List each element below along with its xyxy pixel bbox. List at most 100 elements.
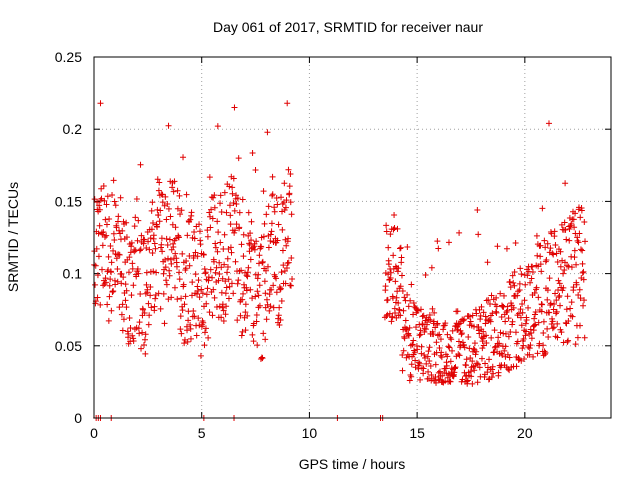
data-point	[119, 327, 126, 334]
data-point	[206, 174, 213, 181]
data-point	[222, 311, 229, 318]
data-point	[242, 309, 249, 316]
data-point	[204, 285, 211, 292]
data-point	[95, 253, 102, 260]
data-point	[531, 322, 538, 329]
data-point	[417, 331, 424, 338]
data-point	[571, 254, 578, 261]
data-point	[287, 199, 294, 206]
data-point	[283, 242, 290, 249]
data-point	[567, 305, 574, 312]
data-point	[516, 286, 523, 293]
data-point	[187, 321, 194, 328]
data-point	[535, 294, 542, 301]
data-point	[560, 339, 567, 346]
data-point	[542, 349, 549, 356]
data-point	[271, 208, 278, 215]
data-point	[234, 317, 241, 324]
data-point	[519, 300, 526, 307]
data-point	[513, 363, 520, 370]
data-point	[218, 289, 225, 296]
data-point	[157, 305, 164, 312]
data-point	[282, 280, 289, 287]
data-point	[566, 237, 573, 244]
data-point	[137, 246, 144, 253]
data-point	[497, 290, 504, 297]
data-point	[528, 275, 535, 282]
data-point	[220, 317, 227, 324]
data-point	[266, 307, 273, 314]
data-point	[398, 254, 405, 261]
data-point	[475, 361, 482, 368]
data-point	[537, 261, 544, 268]
data-point	[281, 180, 288, 187]
data-point	[192, 249, 199, 256]
data-point	[240, 231, 247, 238]
data-point	[262, 336, 269, 343]
data-point	[243, 284, 250, 291]
data-point	[520, 335, 527, 342]
data-point	[561, 259, 568, 266]
data-point	[391, 224, 398, 231]
data-point	[547, 245, 554, 252]
data-point	[566, 226, 573, 233]
data-point	[484, 369, 491, 376]
data-point	[204, 233, 211, 240]
data-point	[473, 348, 480, 355]
data-points	[91, 100, 589, 387]
data-point	[165, 205, 172, 212]
data-point	[557, 263, 564, 270]
data-point	[455, 338, 462, 345]
data-point	[551, 228, 558, 235]
data-point	[387, 269, 394, 276]
data-point	[433, 321, 440, 328]
data-point	[464, 377, 471, 384]
data-point	[123, 304, 130, 311]
data-point	[463, 356, 470, 363]
data-point	[435, 369, 442, 376]
data-point	[107, 276, 114, 283]
data-point	[526, 351, 533, 358]
data-point	[482, 360, 489, 367]
data-point	[179, 250, 186, 257]
data-point	[152, 295, 159, 302]
data-point	[98, 185, 105, 192]
data-point	[469, 312, 476, 319]
x-tick-label: 0	[90, 425, 98, 441]
data-point	[535, 319, 542, 326]
data-point	[129, 332, 136, 339]
data-point	[166, 272, 173, 279]
data-point	[264, 301, 271, 308]
data-point	[203, 300, 210, 307]
data-point	[576, 322, 583, 329]
data-point	[389, 313, 396, 320]
data-point	[256, 260, 263, 267]
data-point	[195, 287, 202, 294]
data-point	[111, 237, 118, 244]
data-point	[276, 304, 283, 311]
y-tick-label: 0.25	[55, 49, 82, 65]
data-point	[194, 283, 201, 290]
data-point	[153, 269, 160, 276]
data-point	[226, 183, 233, 190]
data-point	[168, 260, 175, 267]
data-point	[155, 187, 162, 194]
data-point	[424, 353, 431, 360]
data-point	[158, 241, 165, 248]
data-point	[213, 303, 220, 310]
data-point	[260, 188, 267, 195]
data-point	[560, 270, 567, 277]
data-point	[126, 254, 133, 261]
data-point	[228, 280, 235, 287]
data-point	[171, 178, 178, 185]
data-point	[142, 331, 149, 338]
data-point	[163, 235, 170, 242]
data-point	[530, 327, 537, 334]
data-point	[472, 351, 479, 358]
data-point	[275, 221, 282, 228]
data-point	[148, 226, 155, 233]
data-point	[393, 294, 400, 301]
data-point	[230, 175, 237, 182]
data-point	[268, 286, 275, 293]
data-point	[238, 241, 245, 248]
